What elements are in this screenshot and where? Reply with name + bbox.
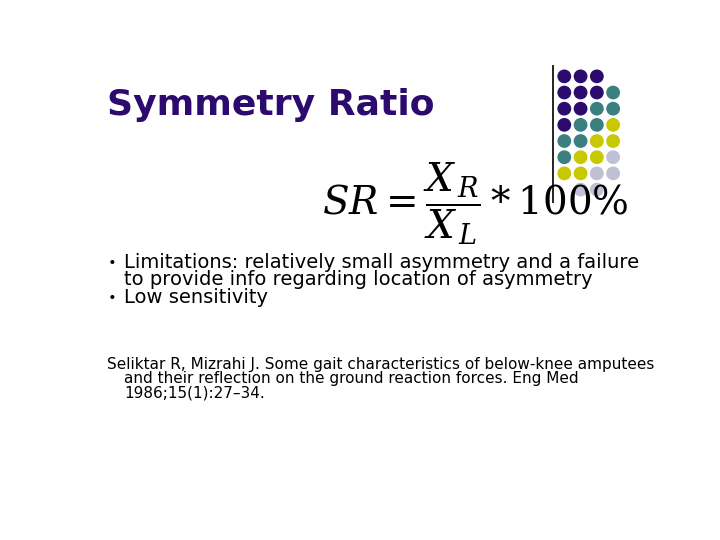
- Circle shape: [558, 135, 570, 147]
- Text: $\bullet$: $\bullet$: [107, 253, 115, 267]
- Circle shape: [607, 86, 619, 99]
- Circle shape: [575, 151, 587, 164]
- Text: Symmetry Ratio: Symmetry Ratio: [107, 88, 435, 122]
- Circle shape: [575, 119, 587, 131]
- Circle shape: [590, 184, 603, 195]
- Circle shape: [607, 135, 619, 147]
- Text: $\mathit{SR} = \dfrac{X_{\,R}}{X_{\,L}} * 100\%$: $\mathit{SR} = \dfrac{X_{\,R}}{X_{\,L}} …: [323, 161, 629, 247]
- Circle shape: [590, 151, 603, 164]
- Text: Seliktar R, Mizrahi J. Some gait characteristics of below-knee amputees: Seliktar R, Mizrahi J. Some gait charact…: [107, 357, 654, 373]
- Text: to provide info regarding location of asymmetry: to provide info regarding location of as…: [124, 269, 593, 288]
- Text: 1986;15(1):27–34.: 1986;15(1):27–34.: [124, 385, 265, 400]
- Text: $\bullet$: $\bullet$: [107, 288, 115, 302]
- Circle shape: [558, 86, 570, 99]
- Circle shape: [575, 86, 587, 99]
- Circle shape: [575, 103, 587, 115]
- Circle shape: [590, 70, 603, 83]
- Circle shape: [558, 167, 570, 179]
- Circle shape: [575, 135, 587, 147]
- Circle shape: [575, 167, 587, 179]
- Text: Limitations: relatively small asymmetry and a failure: Limitations: relatively small asymmetry …: [124, 253, 639, 273]
- Circle shape: [607, 103, 619, 115]
- Circle shape: [607, 151, 619, 164]
- Circle shape: [575, 70, 587, 83]
- Circle shape: [558, 151, 570, 164]
- Circle shape: [607, 119, 619, 131]
- Circle shape: [590, 135, 603, 147]
- Circle shape: [558, 119, 570, 131]
- Circle shape: [575, 184, 587, 195]
- Circle shape: [590, 119, 603, 131]
- Text: Low sensitivity: Low sensitivity: [124, 288, 268, 307]
- Circle shape: [558, 70, 570, 83]
- Circle shape: [590, 86, 603, 99]
- Circle shape: [558, 103, 570, 115]
- Text: and their reflection on the ground reaction forces. Eng Med: and their reflection on the ground react…: [124, 372, 579, 386]
- Circle shape: [590, 103, 603, 115]
- Circle shape: [590, 167, 603, 179]
- Circle shape: [607, 167, 619, 179]
